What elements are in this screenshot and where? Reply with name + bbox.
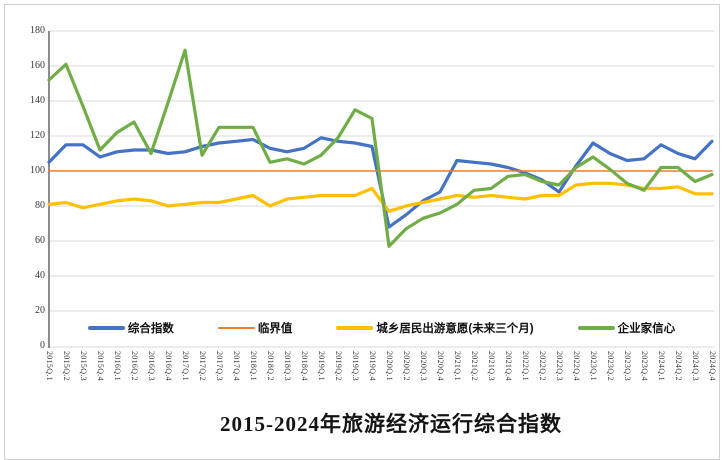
legend-label-travel-willingness: 城乡居民出游意愿(未来三个月) — [376, 323, 534, 335]
legend: 综合指数 临界值 城乡居民出游意愿(未来三个月) 企业家信心 — [49, 320, 714, 336]
x-tick-label: 2024Q.2 — [673, 351, 683, 381]
x-tick-label: 2020Q.2 — [401, 351, 411, 381]
x-tick-label: 2022Q.3 — [554, 351, 564, 381]
x-tick-label: 2020Q.4 — [435, 351, 445, 381]
x-tick-label: 2016Q.2 — [129, 351, 139, 381]
x-tick-label: 2021Q.3 — [486, 351, 496, 381]
y-tick-label: 80 — [35, 200, 45, 211]
x-tick-label: 2020Q.3 — [418, 351, 428, 381]
y-tick-label: 60 — [35, 235, 45, 246]
x-tick-label: 2019Q.3 — [350, 351, 360, 381]
y-tick-label: 160 — [30, 60, 45, 71]
series-line-travel-willingness — [47, 181, 714, 213]
legend-item-travel-willingness: 城乡居民出游意愿(未来三个月) — [336, 320, 534, 336]
legend-item-critical-value: 临界值 — [217, 320, 293, 336]
x-tick-label: 2021Q.4 — [503, 351, 513, 381]
x-tick-label: 2020Q.1 — [384, 351, 394, 381]
x-tick-label: 2019Q.1 — [316, 351, 326, 381]
legend-item-composite-index: 综合指数 — [87, 320, 174, 336]
x-tick-label: 2016Q.4 — [163, 351, 173, 381]
legend-label-composite-index: 综合指数 — [127, 323, 174, 335]
x-tick-label: 2018Q.3 — [282, 351, 292, 381]
x-tick-label: 2022Q.2 — [537, 351, 547, 381]
x-tick-label: 2016Q.3 — [146, 351, 156, 381]
legend-label-critical-value: 临界值 — [257, 323, 293, 335]
y-tick-label: 120 — [30, 130, 45, 141]
x-tick-label: 2015Q.3 — [78, 351, 88, 381]
legend-swatch-travel-willingness — [336, 326, 374, 330]
y-tick-label: 0 — [40, 340, 45, 351]
y-tick-label: 140 — [30, 95, 45, 106]
x-tick-label: 2021Q.2 — [469, 351, 479, 381]
x-tick-label: 2016Q.1 — [112, 351, 122, 381]
x-tick-label: 2017Q.4 — [231, 351, 241, 381]
x-tick-label: 2019Q.2 — [333, 351, 343, 381]
y-tick-label: 180 — [30, 25, 45, 36]
y-tick-label: 100 — [30, 165, 45, 176]
legend-swatch-critical-value — [217, 327, 255, 329]
legend-item-entrepreneur-confidence: 企业家信心 — [577, 320, 676, 336]
x-tick-label: 2017Q.3 — [214, 351, 224, 381]
x-tick-label: 2017Q.1 — [180, 351, 190, 381]
x-tick-label: 2023Q.3 — [622, 351, 632, 381]
x-tick-label: 2015Q.4 — [95, 351, 105, 381]
x-tick-label: 2015Q.2 — [61, 351, 71, 381]
x-tick-label: 2024Q.1 — [656, 351, 666, 381]
chart-frame — [4, 4, 720, 460]
x-tick-label: 2023Q.4 — [639, 351, 649, 381]
x-tick-label: 2022Q.4 — [571, 351, 581, 381]
legend-swatch-composite-index — [87, 326, 125, 330]
x-tick-label: 2023Q.1 — [588, 351, 598, 381]
x-tick-label: 2018Q.1 — [248, 351, 258, 381]
x-tick-label: 2018Q.2 — [265, 351, 275, 381]
x-tick-label: 2018Q.4 — [299, 351, 309, 381]
chart-title: 2015-2024年旅游经济运行综合指数 — [220, 412, 562, 436]
y-tick-label: 40 — [35, 270, 45, 281]
y-tick-label: 20 — [35, 305, 45, 316]
x-tick-label: 2021Q.1 — [452, 351, 462, 381]
x-tick-label: 2019Q.4 — [367, 351, 377, 381]
series-line-entrepreneur-confidence — [47, 48, 714, 248]
x-tick-label: 2024Q.4 — [707, 351, 717, 381]
x-tick-label: 2023Q.2 — [605, 351, 615, 381]
legend-swatch-entrepreneur-confidence — [577, 326, 615, 330]
x-tick-label: 2015Q.1 — [44, 351, 54, 381]
x-tick-label: 2024Q.3 — [690, 351, 700, 381]
legend-label-entrepreneur-confidence: 企业家信心 — [617, 323, 676, 335]
x-tick-label: 2022Q.1 — [520, 351, 530, 381]
x-tick-label: 2017Q.2 — [197, 351, 207, 381]
